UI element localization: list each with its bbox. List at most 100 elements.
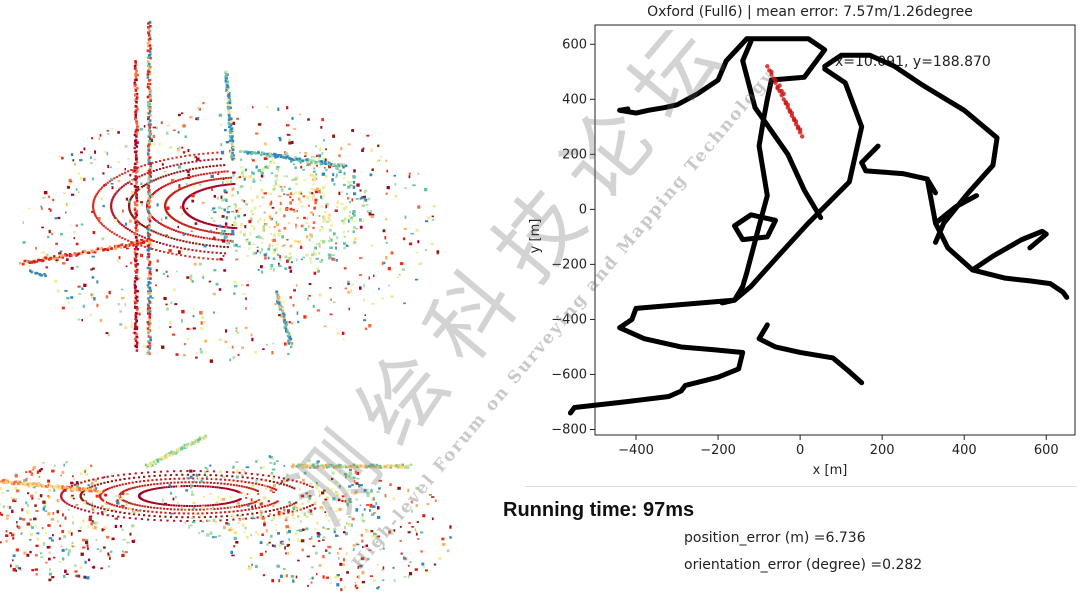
lidar-point: [53, 488, 56, 493]
lidar-point: [278, 207, 282, 211]
lidar-wall-point: [178, 448, 182, 451]
lidar-point: [300, 258, 303, 261]
lidar-scan-ring: [236, 514, 239, 517]
lidar-point: [295, 182, 298, 186]
lidar-wall-point: [134, 339, 138, 342]
lidar-wall-point: [30, 270, 33, 274]
lidar-point: [220, 123, 223, 126]
lidar-point: [26, 522, 31, 526]
lidar-wall-point: [309, 463, 312, 466]
lidar-scan-ring: [299, 481, 302, 484]
lidar-wall-point: [148, 270, 152, 274]
lidar-point: [175, 353, 179, 356]
lidar-point: [270, 232, 273, 235]
lidar-point: [251, 158, 253, 161]
lidar-point: [372, 532, 377, 536]
lidar-point: [83, 575, 87, 579]
lidar-point: [269, 455, 273, 459]
lidar-wall-point: [148, 225, 151, 229]
lidar-point: [85, 479, 88, 482]
trajectory-segment: [617, 36, 750, 116]
lidar-wall-point: [135, 154, 138, 157]
lidar-scan-ring: [174, 218, 177, 221]
lidar-scan-ring: [227, 488, 230, 490]
lidar-scan-ring: [192, 234, 195, 237]
lidar-point: [299, 190, 302, 193]
lidar-point: [281, 540, 284, 543]
lidar-scan-ring: [182, 169, 185, 172]
lidar-wall-point: [204, 435, 207, 438]
lidar-point: [127, 157, 130, 161]
lidar-point: [316, 535, 320, 538]
lidar-scan-ring: [186, 516, 189, 519]
lidar-scan-ring: [131, 230, 134, 233]
lidar-point: [257, 169, 261, 172]
lidar-point: [259, 515, 263, 519]
lidar-point: [301, 502, 304, 506]
lidar-point: [184, 521, 186, 524]
lidar-scan-ring: [168, 182, 171, 185]
lidar-point: [118, 494, 121, 499]
lidar-wall-point: [336, 163, 340, 166]
lidar-point: [344, 493, 347, 497]
lidar-scan-ring: [211, 171, 214, 174]
lidar-wall-point: [133, 117, 137, 121]
lidar-wall-point: [244, 150, 248, 154]
lidar-point: [291, 179, 294, 182]
lidar-point: [251, 563, 254, 566]
lidar-point: [242, 523, 245, 527]
lidar-point: [390, 251, 394, 255]
lidar-point: [109, 557, 111, 560]
lidar-scan-ring: [124, 171, 127, 174]
lidar-wall-point: [149, 99, 152, 102]
lidar-scan-ring: [124, 489, 127, 492]
lidar-point: [295, 258, 298, 262]
lidar-point: [283, 509, 286, 512]
lidar-point: [315, 243, 318, 246]
trajectory-segment: [719, 66, 865, 306]
lidar-scan-ring: [118, 235, 121, 238]
lidar-point: [212, 236, 216, 240]
lidar-scan-ring: [216, 486, 219, 489]
lidar-point: [239, 230, 242, 234]
lidar-scan-ring: [175, 219, 178, 222]
lidar-wall-point: [135, 306, 138, 309]
lidar-scan-ring: [194, 235, 197, 238]
trajectory-segment: [859, 143, 939, 196]
lidar-scan-ring: [73, 506, 76, 509]
lidar-point: [318, 564, 322, 567]
lidar-point: [288, 266, 292, 269]
lidar-point: [369, 490, 373, 493]
lidar-point: [231, 239, 234, 243]
lidar-scan-ring: [111, 197, 114, 200]
lidar-point: [325, 496, 330, 500]
lidar-point: [70, 153, 74, 156]
lidar-scan-ring: [113, 504, 116, 507]
lidar-point: [431, 215, 434, 218]
lidar-point: [345, 244, 349, 247]
lidar-point: [272, 504, 275, 508]
lidar-point: [48, 572, 53, 576]
lidar-scan-ring: [147, 471, 150, 474]
lidar-scan-ring: [127, 501, 130, 504]
lidar-point: [77, 191, 80, 193]
lidar-point: [130, 261, 133, 265]
lidar-point: [323, 489, 326, 492]
lidar-point: [77, 285, 81, 288]
lidar-scan-ring: [220, 507, 223, 510]
lidar-point: [325, 220, 329, 223]
lidar-wall-point: [271, 155, 274, 158]
lidar-point: [323, 217, 326, 221]
lidar-scan-ring: [79, 495, 82, 497]
lidar-scan-ring: [203, 229, 206, 232]
lidar-wall-point: [326, 463, 329, 467]
lidar-wall-point: [341, 465, 345, 469]
lidar-scan-ring: [143, 164, 146, 167]
lidar-point: [320, 205, 324, 208]
lidar-scan-ring: [147, 484, 150, 486]
lidar-point: [361, 570, 365, 575]
lidar-point: [90, 522, 93, 526]
lidar-point: [318, 166, 321, 169]
lidar-point: [236, 117, 239, 120]
lidar-scan-ring: [210, 478, 213, 480]
